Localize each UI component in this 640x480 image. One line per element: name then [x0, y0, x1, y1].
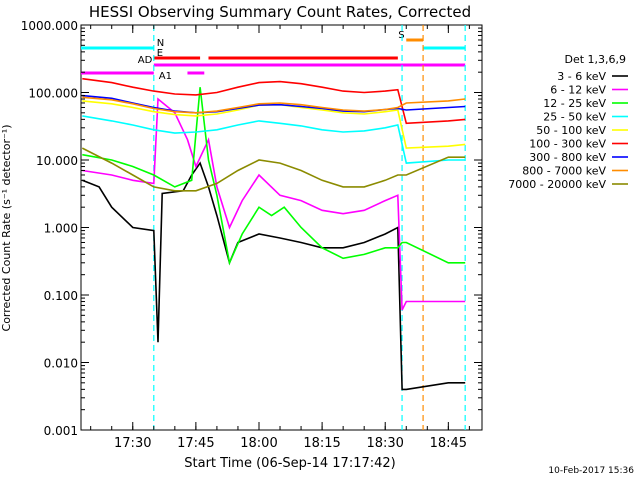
x-tick-label: 18:00 [240, 436, 277, 451]
x-tick-label: 18:45 [430, 436, 467, 451]
y-axis-label: Corrected Count Rate (s⁻¹ detector⁻¹) [0, 125, 13, 332]
legend-label: 800 - 7000 keV [522, 165, 606, 178]
y-tick-label: 0.001 [44, 424, 78, 438]
series-line [82, 94, 466, 114]
legend-label: 3 - 6 keV [557, 70, 606, 83]
flag-label: A1 [159, 71, 172, 82]
x-tick-label: 18:30 [366, 436, 403, 451]
legend-label: 25 - 50 keV [543, 111, 606, 124]
x-tick-label: 17:45 [177, 436, 214, 451]
flag-bars: NE AD A1 S [81, 30, 466, 82]
flag-label: E [157, 48, 163, 59]
series-line [82, 100, 466, 149]
series-line [82, 161, 466, 391]
series-line [82, 97, 466, 311]
flag-label: S [398, 30, 404, 41]
legend-title: Det 1,3,6,9 [564, 53, 626, 66]
y-tick-label: 10.000 [36, 154, 78, 168]
chart-title: HESSI Observing Summary Count Rates, Cor… [89, 3, 471, 21]
legend-label: 50 - 100 keV [536, 124, 606, 137]
series-layer [81, 77, 466, 391]
timestamp: 10-Feb-2017 15:36 [548, 466, 634, 476]
series-line [82, 115, 466, 164]
y-tick-label: 0.100 [44, 289, 78, 303]
x-tick-label: 17:30 [114, 436, 151, 451]
series-line [82, 87, 466, 266]
y-tick-label: 100.000 [28, 87, 78, 101]
flag-label: AD [138, 55, 153, 66]
vertical-markers [153, 25, 466, 430]
y-tick-label: 1.000 [44, 222, 78, 236]
x-tick-label: 18:15 [303, 436, 340, 451]
legend-label: 12 - 25 keV [543, 97, 606, 110]
x-axis-label: Start Time (06-Sep-14 17:17:42) [184, 456, 395, 471]
plot-frame [80, 24, 483, 431]
y-axis: 1000.000 100.000 10.000 1.000 0.100 0.010 0.00… [21, 19, 482, 438]
series-line [81, 147, 466, 192]
legend-label: 100 - 300 keV [529, 138, 606, 151]
y-tick-label: 0.010 [44, 357, 78, 371]
legend-label: 7000 - 20000 keV [508, 178, 606, 191]
flag-label: N [157, 38, 164, 49]
series-line [82, 96, 466, 114]
legend-label: 300 - 800 keV [529, 151, 606, 164]
series-line [82, 77, 466, 125]
y-tick-label: 1000.000 [21, 19, 78, 33]
legend-label: 6 - 12 keV [550, 84, 606, 97]
x-axis: 17:30 17:45 18:00 18:15 18:30 18:45 [90, 25, 470, 451]
